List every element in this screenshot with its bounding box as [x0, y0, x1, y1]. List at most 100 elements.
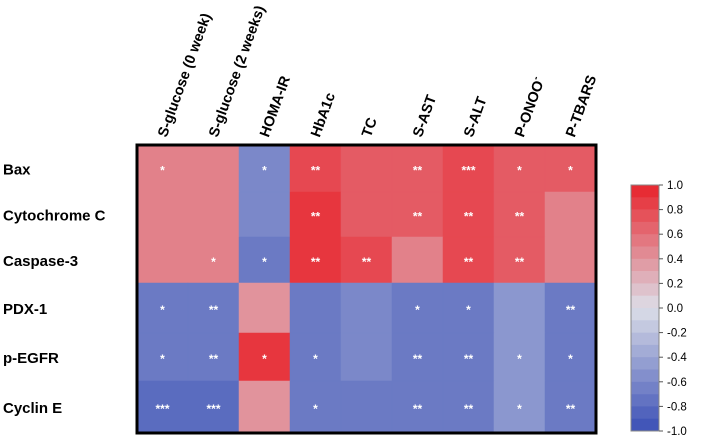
colorbar-segment	[631, 418, 659, 432]
colorbar-tick-label: -0.2	[667, 328, 687, 340]
heatmap-cell	[136, 144, 189, 193]
heatmap-cell	[289, 282, 342, 334]
significance-marker: **	[311, 210, 321, 224]
heatmap-cell	[544, 282, 597, 334]
significance-marker: **	[311, 164, 321, 178]
significance-marker: ***	[461, 164, 475, 178]
heatmap-cell	[544, 236, 597, 284]
colorbar-segment	[631, 394, 659, 407]
colorbar-segment	[631, 332, 659, 346]
heatmap-cell	[391, 144, 444, 193]
significance-marker: *	[415, 303, 420, 317]
heatmap-border	[135, 143, 598, 435]
heatmap-cell	[238, 236, 291, 284]
significance-marker: *	[568, 164, 573, 178]
heatmap-cell	[238, 332, 291, 382]
row-label: PDX-1	[3, 301, 47, 318]
colorbar-segment	[631, 344, 659, 358]
row-label: Cyclin E	[3, 400, 62, 417]
significance-marker: *	[313, 402, 318, 416]
colorbar-tick-label: -1.0	[667, 426, 687, 438]
heatmap-cell	[493, 282, 546, 334]
colorbar-tick-label: 0.2	[667, 278, 683, 290]
significance-marker: **	[413, 402, 423, 416]
significance-marker: *	[160, 352, 165, 366]
colorbar-tick-label: 0.0	[667, 303, 683, 315]
colorbar-segment	[631, 197, 659, 210]
column-label: S-glucose (0 week)	[155, 11, 215, 139]
significance-marker: **	[464, 352, 474, 366]
colorbar-tick-label: -0.4	[667, 352, 687, 364]
significance-marker: *	[211, 255, 216, 269]
heatmap-cell	[238, 144, 291, 193]
heatmap-cell	[493, 332, 546, 382]
heatmap-cell	[136, 236, 189, 284]
column-labels: S-glucose (0 week)S-glucose (2 weeks)HOM…	[155, 3, 600, 139]
row-label: Caspase-3	[3, 253, 78, 270]
heatmap-cell	[442, 380, 495, 434]
significance-marker: **	[464, 402, 474, 416]
significance-marker: **	[515, 210, 525, 224]
heatmap-cell	[187, 191, 240, 238]
colorbar-tick-label: 0.4	[667, 254, 684, 266]
heatmap-cell	[544, 191, 597, 238]
heatmap-cell	[187, 236, 240, 284]
heatmap-cell	[493, 144, 546, 193]
heatmap-cell	[340, 332, 393, 382]
column-label: P-TBARS	[563, 73, 600, 139]
column-label: S-glucose (2 weeks)	[206, 3, 268, 139]
heatmap-cell	[442, 236, 495, 284]
significance-marker: **	[413, 210, 423, 224]
heatmap-cell	[238, 380, 291, 434]
heatmap-cell	[136, 332, 189, 382]
significance-marker: **	[311, 255, 321, 269]
heatmap-cell	[442, 282, 495, 334]
heatmap-cell	[340, 236, 393, 284]
colorbar-segment	[631, 381, 659, 395]
significance-marker: **	[464, 255, 474, 269]
column-label: TC	[359, 115, 381, 139]
row-label: Bax	[3, 162, 31, 179]
heatmap-cell	[340, 144, 393, 193]
colorbar-segment	[631, 221, 659, 235]
colorbar-segment	[631, 369, 659, 383]
significance-marker: **	[209, 303, 219, 317]
significance-marker: *	[313, 352, 318, 366]
heatmap-cell	[238, 282, 291, 334]
significance-marker: *	[262, 255, 267, 269]
significance-marker: *	[262, 164, 267, 178]
row-label: p-EGFR	[3, 350, 59, 367]
significance-marker: *	[262, 352, 267, 366]
row-label: Cytochrome C	[3, 208, 106, 225]
column-label: HOMA-IR	[257, 74, 294, 140]
heatmap-cell	[442, 144, 495, 193]
heatmap-cell	[493, 380, 546, 434]
colorbar-segment	[631, 246, 659, 260]
colorbar-segment	[631, 406, 659, 419]
colorbar-tick-label: 0.6	[667, 229, 683, 241]
colorbar-segment	[631, 357, 659, 370]
heatmap-cell	[340, 282, 393, 334]
column-label: HbA1c	[308, 91, 339, 140]
heatmap-cell	[340, 191, 393, 238]
colorbar-segment	[631, 271, 659, 284]
heatmap-cell	[289, 191, 342, 238]
colorbar-segment	[631, 295, 659, 309]
colorbar-segment	[631, 185, 659, 198]
heatmap-cell	[187, 282, 240, 334]
significance-marker: **	[566, 303, 576, 317]
colorbar-segment	[631, 258, 659, 272]
significance-marker: ***	[206, 402, 220, 416]
colorbar-tick-label: 1.0	[667, 180, 683, 192]
colorbar: 1.0 0.8 0.6 0.4 0.2 0.0 -0.2 -0.4 -0.6 -0.8 -1.0	[630, 180, 687, 438]
heatmap-cell	[391, 332, 444, 382]
colorbar-segment	[631, 234, 659, 247]
colorbar-segment	[631, 320, 659, 333]
heatmap-cell	[442, 191, 495, 238]
heatmap-cell	[340, 380, 393, 434]
heatmap-cell	[442, 332, 495, 382]
row-labels: Bax Cytochrome C Caspase-3 PDX-1 p-EGFR Cycli…	[3, 162, 106, 418]
significance-marker: *	[466, 303, 471, 317]
column-label: S-ALT	[461, 95, 490, 140]
